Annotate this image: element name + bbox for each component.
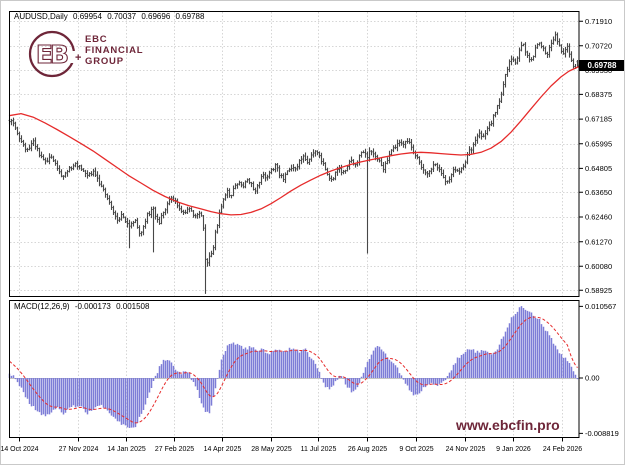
time-axis-label: 27 Nov 2024: [59, 446, 99, 453]
macd-name: MACD(12,26,9): [14, 302, 70, 311]
logo-monogram-icon: EB: [36, 40, 68, 69]
symbol-label: AUDUSD,Daily: [14, 12, 68, 21]
time-axis-label: 11 Jul 2025: [301, 446, 337, 453]
price-axis-label: 0.62460: [585, 213, 612, 222]
moving-average-line: [8, 65, 580, 216]
time-axis-label: 9 Oct 2025: [399, 446, 433, 453]
time-axis-label: 24 Feb 2026: [543, 446, 582, 453]
macd-axis-label: 0.010567: [585, 302, 616, 311]
price-axis[interactable]: 0.719100.707200.695300.683750.671850.659…: [585, 17, 612, 295]
price-axis-label: 0.61270: [585, 237, 612, 246]
time-axis-label: 14 Jan 2025: [107, 446, 146, 453]
price-axis-label: 0.64805: [585, 164, 612, 173]
price-axis-label: 0.58925: [585, 286, 612, 295]
time-axis-ticks: [19, 438, 563, 442]
price-pane: [9, 11, 579, 297]
macd-signal-value: 0.001508: [116, 302, 150, 311]
open-value: 0.69954: [73, 12, 102, 21]
ebc-logo-wordmark: EBC FINANCIAL GROUP: [85, 34, 143, 67]
logo-line3: GROUP: [85, 56, 124, 67]
macd-axis-ticks: [579, 305, 583, 434]
macd-axis-label: -0.008819: [585, 429, 619, 438]
price-axis-label: 0.71910: [585, 17, 612, 26]
price-axis-label: 0.68375: [585, 90, 612, 99]
time-axis-label: 9 Jan 2026: [496, 446, 531, 453]
macd-pane-border: [9, 300, 580, 438]
time-axis-label: 26 Aug 2025: [348, 446, 387, 453]
watermark-url: www.ebcfin.pro: [456, 417, 560, 433]
macd-signal-line: [9, 316, 578, 424]
logo-plus-icon: +: [75, 52, 81, 64]
chart-title: AUDUSD,Daily 0.69954 0.70037 0.69696 0.6…: [14, 12, 207, 21]
current-price-tag[interactable]: 0.69788: [579, 60, 624, 71]
logo-line1: EBC: [85, 34, 108, 45]
time-axis-label: 28 May 2025: [251, 446, 292, 453]
high-value: 0.70037: [107, 12, 137, 21]
price-axis-label: 0.70720: [585, 41, 612, 50]
time-axis-label: 27 Feb 2025: [155, 446, 194, 453]
logo-line2: FINANCIAL: [85, 45, 144, 56]
price-axis-label: 0.65995: [585, 139, 612, 148]
macd-main-value: -0.000173: [74, 302, 111, 311]
price-axis-label: 0.60080: [585, 262, 612, 271]
price-pane-border: [9, 11, 580, 297]
time-axis[interactable]: 14 Oct 2024 27 Nov 2024 14 Jan 2025 27 Feb …: [1, 446, 582, 453]
time-axis-label: 14 Oct 2024: [1, 446, 39, 453]
macd-axis-label: 0.00: [585, 374, 600, 383]
logo-circle-gap: [69, 51, 81, 63]
macd-axis[interactable]: 0.010567 0.00 -0.008819: [585, 302, 619, 438]
low-value: 0.69696: [141, 12, 171, 21]
time-axis-label: 14 Apr 2025: [204, 446, 242, 453]
ebc-logo-mark: EB +: [28, 30, 81, 78]
price-axis-label: 0.63650: [585, 188, 612, 197]
time-axis-label: 24 Nov 2025: [446, 446, 486, 453]
macd-indicator-label: MACD(12,26,9) -0.000173 0.001508: [14, 302, 152, 311]
close-value: 0.69788: [175, 12, 205, 21]
price-axis-label: 0.67185: [585, 115, 612, 124]
